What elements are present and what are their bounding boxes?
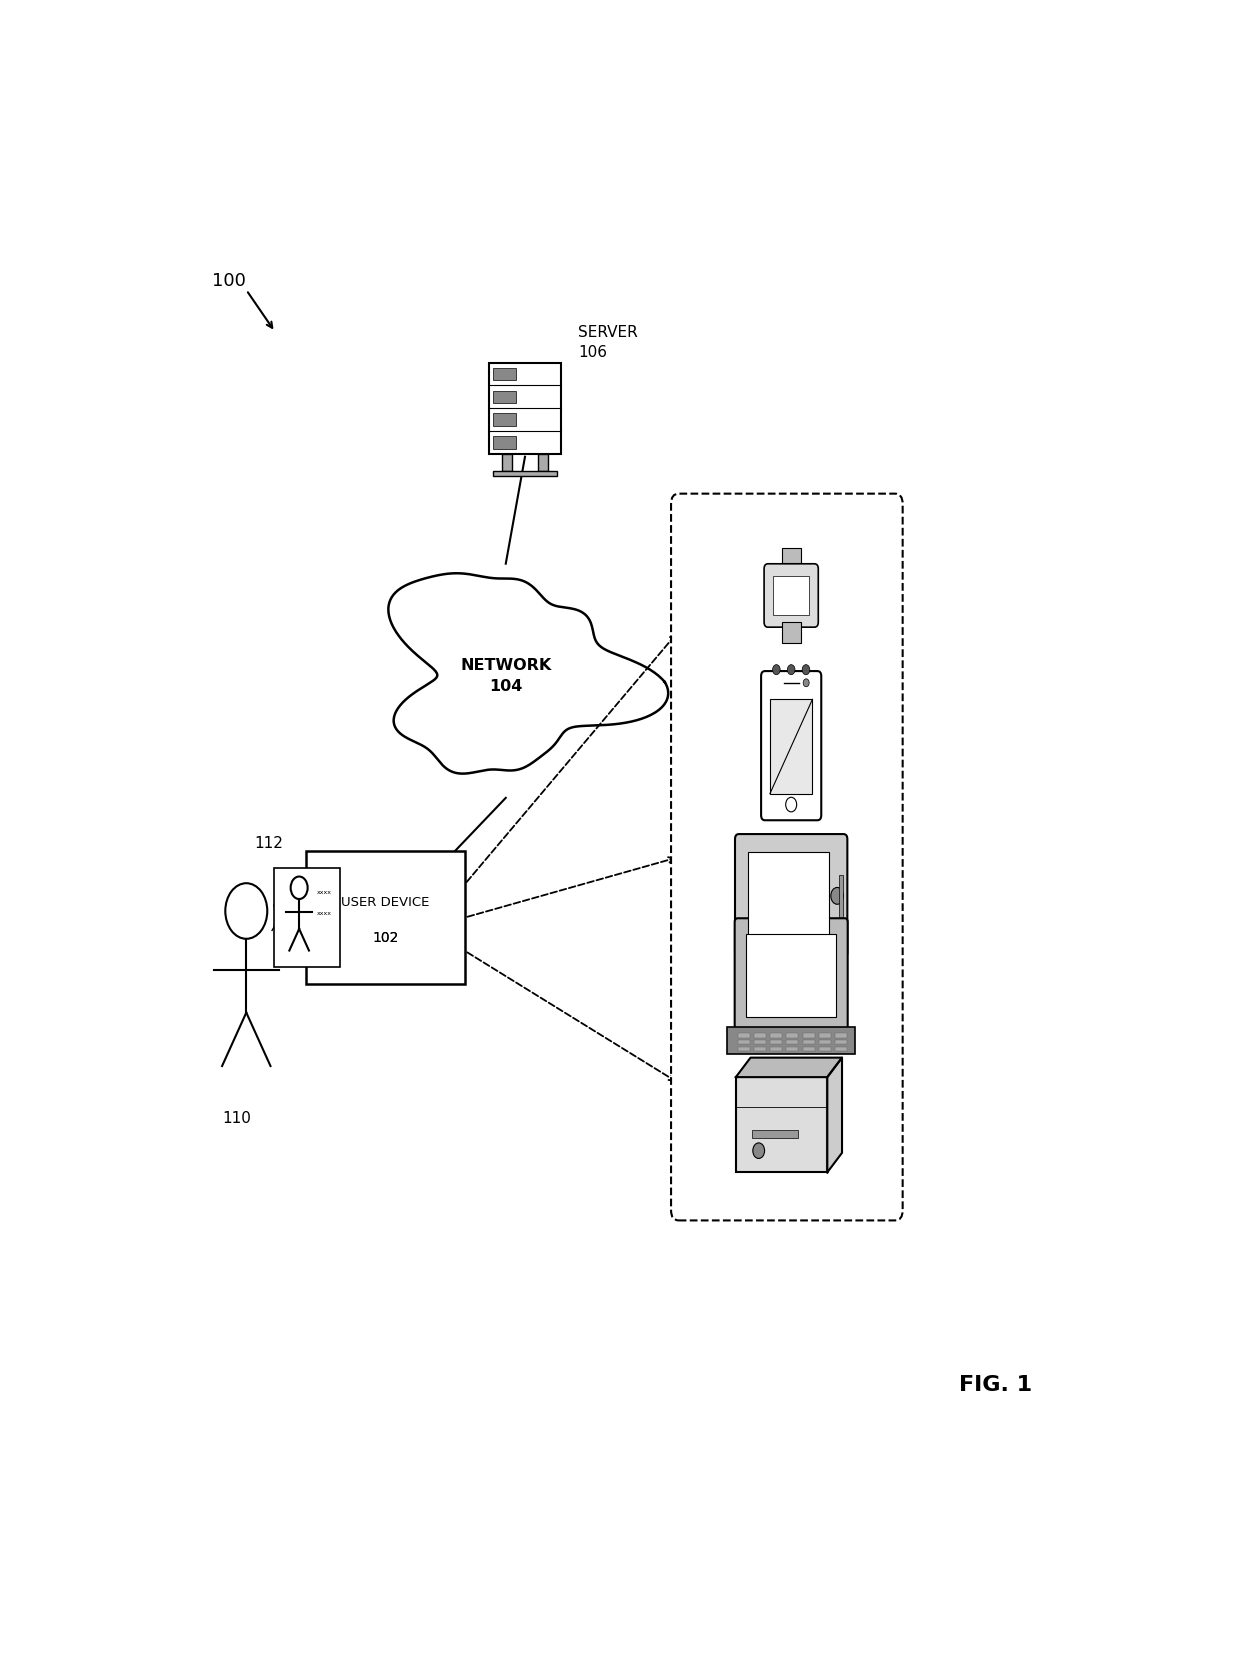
Circle shape <box>787 665 795 674</box>
FancyBboxPatch shape <box>835 1033 847 1038</box>
FancyBboxPatch shape <box>738 1033 750 1038</box>
FancyBboxPatch shape <box>738 1046 750 1051</box>
Text: xxxx: xxxx <box>316 889 331 894</box>
FancyBboxPatch shape <box>818 1033 831 1038</box>
FancyBboxPatch shape <box>754 1033 766 1038</box>
FancyBboxPatch shape <box>489 362 560 455</box>
FancyBboxPatch shape <box>749 851 830 941</box>
Text: 110: 110 <box>222 1111 252 1126</box>
Polygon shape <box>735 1058 842 1078</box>
FancyBboxPatch shape <box>754 1040 766 1045</box>
Text: SERVER
106: SERVER 106 <box>578 324 637 360</box>
Circle shape <box>786 797 796 812</box>
FancyBboxPatch shape <box>786 1033 799 1038</box>
Text: 102: 102 <box>372 931 399 946</box>
FancyBboxPatch shape <box>774 575 810 615</box>
FancyBboxPatch shape <box>838 874 842 917</box>
FancyBboxPatch shape <box>781 622 801 643</box>
Circle shape <box>804 679 810 686</box>
FancyBboxPatch shape <box>492 367 516 380</box>
FancyBboxPatch shape <box>538 455 548 471</box>
Circle shape <box>290 876 308 899</box>
FancyBboxPatch shape <box>818 1046 831 1051</box>
FancyBboxPatch shape <box>738 1040 750 1045</box>
Text: 100: 100 <box>212 273 246 289</box>
Text: FIG. 1: FIG. 1 <box>960 1375 1033 1395</box>
Circle shape <box>753 1142 765 1159</box>
Circle shape <box>226 883 268 939</box>
FancyBboxPatch shape <box>770 699 812 793</box>
Text: xxxx: xxxx <box>316 911 331 916</box>
Polygon shape <box>388 574 668 774</box>
FancyBboxPatch shape <box>781 547 801 569</box>
FancyBboxPatch shape <box>802 1046 815 1051</box>
FancyBboxPatch shape <box>492 471 558 476</box>
FancyBboxPatch shape <box>501 455 512 471</box>
Text: 102: 102 <box>372 931 399 946</box>
Text: 112: 112 <box>254 836 283 851</box>
FancyBboxPatch shape <box>770 1046 782 1051</box>
Circle shape <box>773 665 780 674</box>
FancyBboxPatch shape <box>802 1040 815 1045</box>
FancyBboxPatch shape <box>770 1033 782 1038</box>
Text: USER DEVICE: USER DEVICE <box>341 896 430 909</box>
FancyBboxPatch shape <box>754 1046 766 1051</box>
Text: NETWORK
104: NETWORK 104 <box>460 658 552 694</box>
FancyBboxPatch shape <box>746 934 836 1017</box>
FancyBboxPatch shape <box>802 1033 815 1038</box>
FancyBboxPatch shape <box>671 494 903 1220</box>
FancyBboxPatch shape <box>761 671 821 820</box>
FancyBboxPatch shape <box>818 1040 831 1045</box>
FancyBboxPatch shape <box>727 1028 856 1055</box>
FancyBboxPatch shape <box>492 436 516 450</box>
FancyBboxPatch shape <box>734 919 848 1031</box>
Polygon shape <box>827 1058 842 1172</box>
FancyBboxPatch shape <box>764 564 818 626</box>
FancyBboxPatch shape <box>770 1040 782 1045</box>
FancyBboxPatch shape <box>835 1040 847 1045</box>
FancyBboxPatch shape <box>786 1046 799 1051</box>
FancyBboxPatch shape <box>735 835 847 957</box>
FancyBboxPatch shape <box>306 851 465 984</box>
FancyBboxPatch shape <box>753 1131 797 1137</box>
FancyBboxPatch shape <box>492 390 516 403</box>
FancyBboxPatch shape <box>786 1040 799 1045</box>
FancyBboxPatch shape <box>735 1078 827 1172</box>
FancyBboxPatch shape <box>492 413 516 426</box>
Circle shape <box>831 888 843 904</box>
Circle shape <box>802 665 810 674</box>
FancyBboxPatch shape <box>274 868 340 967</box>
FancyBboxPatch shape <box>835 1046 847 1051</box>
